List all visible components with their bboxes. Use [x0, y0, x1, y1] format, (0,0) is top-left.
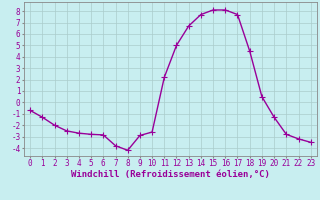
X-axis label: Windchill (Refroidissement éolien,°C): Windchill (Refroidissement éolien,°C): [71, 170, 270, 179]
